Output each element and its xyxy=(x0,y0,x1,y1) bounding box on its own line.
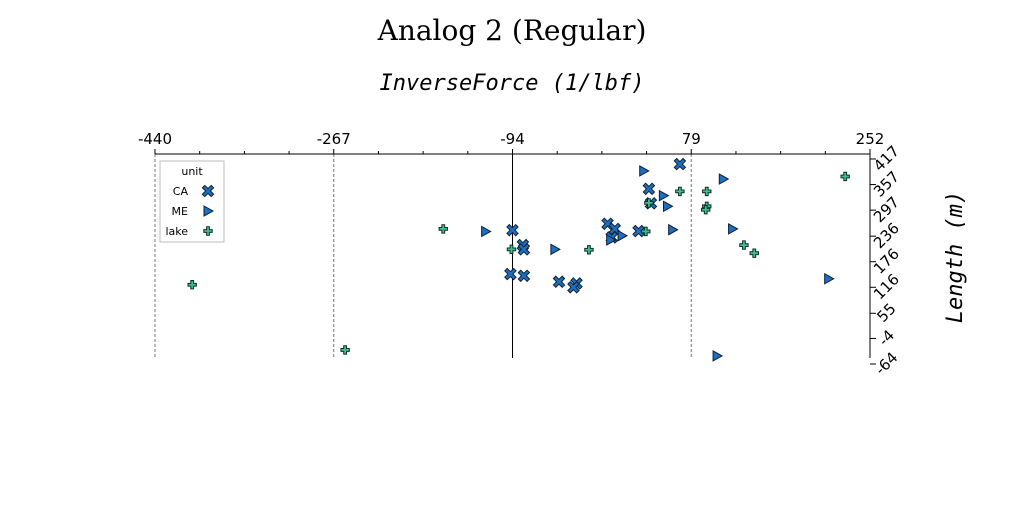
legend-marker-me xyxy=(203,205,215,217)
data-point-me xyxy=(662,200,674,213)
data-point-ca xyxy=(608,222,622,236)
legend-marker-lake xyxy=(203,226,213,236)
data-point-lake xyxy=(840,171,850,182)
x-tick-label: -94 xyxy=(500,130,525,148)
data-point-ca xyxy=(567,280,580,294)
y-axis-label: Length (m) xyxy=(943,191,968,323)
data-point-lake xyxy=(702,186,712,197)
data-point-lake xyxy=(701,205,711,215)
y-tick-label: -4 xyxy=(875,326,898,349)
data-point-ca xyxy=(673,157,687,171)
data-point-lake xyxy=(644,198,654,208)
y-tick-label: 297 xyxy=(870,193,903,226)
data-point-me xyxy=(728,223,739,235)
x-tick-label: -267 xyxy=(317,130,351,148)
data-point-me xyxy=(481,225,492,238)
legend-box xyxy=(159,160,225,243)
data-point-me xyxy=(639,165,650,177)
chart-title: Analog 2 (Regular) xyxy=(377,14,647,47)
x-axis-label: InverseForce (1/lbf) xyxy=(380,71,645,96)
data-point-me xyxy=(550,243,561,256)
data-point-ca xyxy=(517,243,531,256)
data-point-lake xyxy=(675,186,685,197)
data-points xyxy=(187,157,850,362)
data-point-me xyxy=(668,223,679,236)
legend-title: unit xyxy=(181,165,203,178)
data-point-lake xyxy=(739,240,749,250)
legend-label: ME xyxy=(172,205,188,218)
data-point-ca xyxy=(552,275,566,289)
y-tick-label: -64 xyxy=(871,348,901,378)
x-tick-label: 252 xyxy=(856,130,885,148)
y-tick-label: 55 xyxy=(873,300,899,326)
x-tick-label: 79 xyxy=(682,130,701,148)
legend-label: lake xyxy=(165,225,188,238)
legend-marker-ca xyxy=(201,184,215,198)
data-point-me xyxy=(617,229,629,242)
legend-label: CA xyxy=(173,185,189,198)
grid-lines xyxy=(154,154,871,358)
data-point-me xyxy=(712,350,724,362)
x-axis-ticks: -440 -267 -94 79 252 xyxy=(138,130,884,154)
data-point-ca xyxy=(504,267,517,281)
data-point-lake xyxy=(438,224,448,234)
y-tick-label: 116 xyxy=(870,270,903,303)
data-point-lake xyxy=(641,226,651,237)
legend: unit CA ME lake xyxy=(159,160,225,243)
legend-entries: CA ME lake xyxy=(165,184,215,238)
data-point-lake xyxy=(749,248,759,258)
data-point-ca xyxy=(632,224,645,238)
data-point-ca xyxy=(517,269,531,283)
data-point-lake xyxy=(584,245,594,255)
data-point-me xyxy=(606,234,617,246)
x-tick-label: -440 xyxy=(138,130,172,148)
data-point-lake xyxy=(340,345,350,355)
data-point-me xyxy=(718,173,730,185)
data-point-me xyxy=(824,272,835,285)
data-point-lake xyxy=(187,280,197,290)
data-point-ca xyxy=(506,223,519,237)
data-point-ca xyxy=(642,182,656,196)
data-point-me xyxy=(658,189,670,202)
data-point-lake xyxy=(506,244,517,255)
